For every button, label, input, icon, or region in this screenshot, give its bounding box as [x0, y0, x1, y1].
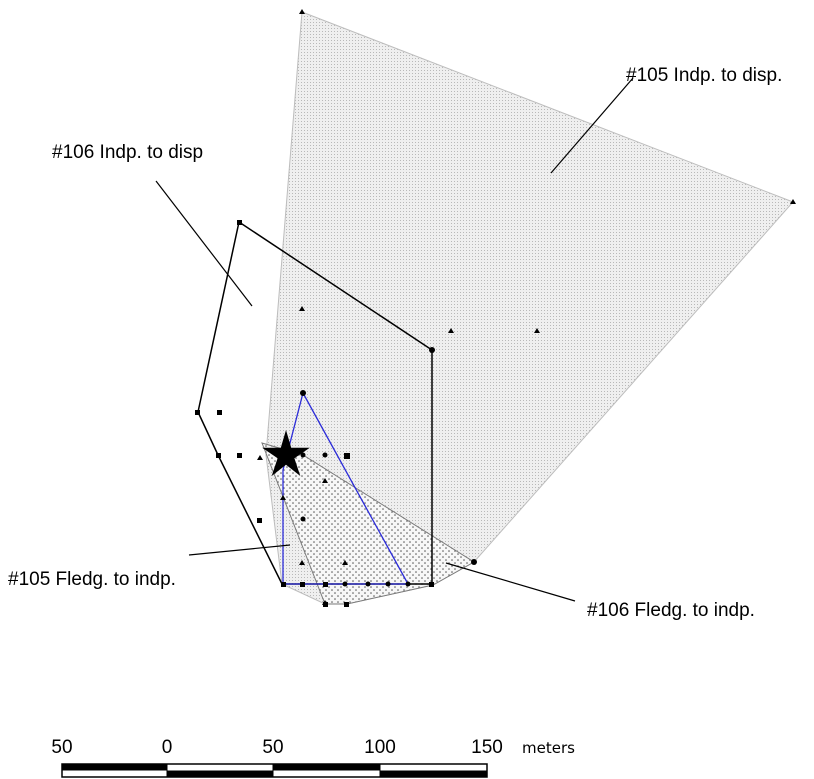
- dot-marker: [471, 559, 477, 565]
- scale-tick-label: 150: [471, 737, 503, 758]
- square-marker: [344, 453, 350, 459]
- leader-line-105-indp: [550, 77, 634, 174]
- scale-segment: [273, 764, 380, 771]
- square-marker: [429, 582, 434, 587]
- square-marker: [323, 582, 328, 587]
- nest-star-icon: [262, 430, 310, 476]
- label-leader-lines: [155, 77, 634, 602]
- dot-marker: [300, 390, 306, 396]
- scale-segment: [62, 764, 167, 771]
- scale-segment: [380, 770, 487, 777]
- triangle-marker: [280, 495, 286, 500]
- square-marker: [216, 453, 221, 458]
- dot-marker: [322, 452, 328, 458]
- leader-line-106-indp: [155, 180, 253, 307]
- scale-tick-label: 50: [51, 737, 72, 758]
- location-points-squares: [195, 220, 434, 607]
- triangle-marker: [342, 560, 348, 565]
- square-marker: [237, 220, 242, 225]
- triangle-marker: [322, 478, 328, 483]
- leader-line-105-fledg: [188, 544, 291, 556]
- scale-tick-label: 100: [364, 737, 396, 758]
- label-105-indp-to-disp: #105 Indp. to disp.: [626, 65, 782, 86]
- triangle-marker: [299, 306, 305, 311]
- triangle-marker: [299, 560, 305, 565]
- square-marker: [344, 602, 349, 607]
- square-marker: [323, 602, 328, 607]
- triangle-marker: [299, 9, 305, 14]
- dot-marker: [300, 452, 306, 458]
- square-marker: [217, 410, 222, 415]
- triangle-marker: [534, 328, 540, 333]
- dot-marker: [300, 516, 306, 522]
- label-106-indp-to-disp: #106 Indp. to disp: [52, 142, 203, 163]
- square-marker: [257, 518, 262, 523]
- dot-marker: [429, 347, 435, 353]
- square-marker: [281, 582, 286, 587]
- label-106-fledg-to-indp: #106 Fledg. to indp.: [587, 600, 755, 621]
- scale-segment: [167, 770, 273, 777]
- triangle-marker: [448, 328, 454, 333]
- scale-tick-label: 50: [262, 737, 283, 758]
- triangle-marker: [790, 199, 796, 204]
- scale-bar: 50 0 50 100 150 meters: [51, 737, 575, 778]
- scale-unit-label: meters: [522, 739, 575, 757]
- square-marker: [300, 582, 305, 587]
- dot-marker: [365, 581, 371, 587]
- dot-marker: [342, 581, 348, 587]
- square-marker: [195, 410, 200, 415]
- location-points-dots: [300, 347, 477, 587]
- dot-marker: [405, 581, 411, 587]
- triangle-marker: [257, 455, 263, 460]
- dot-marker: [385, 581, 391, 587]
- scale-tick-label: 0: [162, 737, 173, 758]
- leader-line-106-fledg: [445, 562, 576, 602]
- square-marker: [237, 453, 242, 458]
- label-105-fledg-to-indp: #105 Fledg. to indp.: [8, 569, 176, 590]
